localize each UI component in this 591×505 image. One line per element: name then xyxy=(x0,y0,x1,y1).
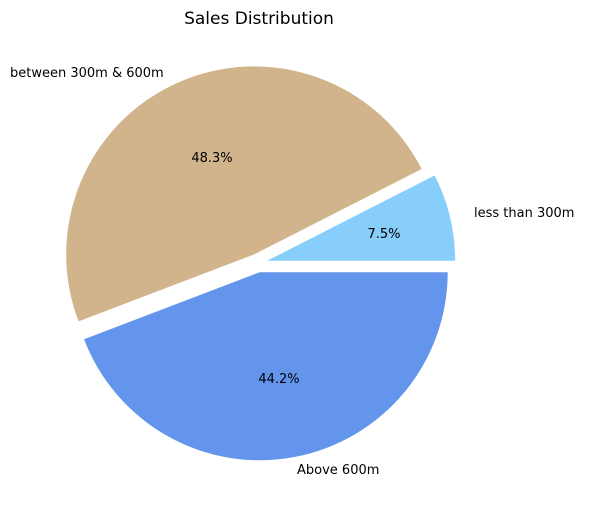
slice-label-less-than-300m: less than 300m xyxy=(474,206,574,221)
pie-slice-above-600m xyxy=(84,272,448,460)
slice-label-above-600m: Above 600m xyxy=(297,463,379,478)
pie-wedges xyxy=(66,66,455,460)
slice-percent-between-300m-600m: 48.3% xyxy=(191,151,232,166)
slice-label-between-300m-600m: between 300m & 600m xyxy=(10,66,164,81)
slice-percent-less-than-300m: 7.5% xyxy=(367,227,400,242)
slice-percent-above-600m: 44.2% xyxy=(258,372,299,387)
chart-title: Sales Distribution xyxy=(184,9,334,29)
